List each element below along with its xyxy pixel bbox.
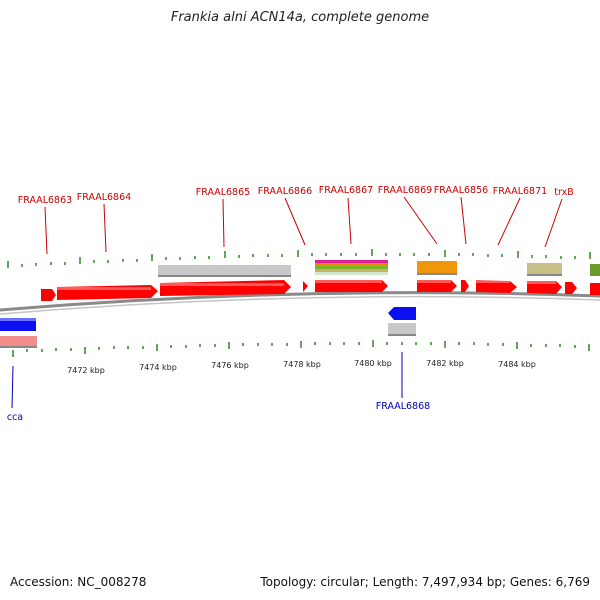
gene-label-fraal6856: FRAAL6856 <box>434 185 488 196</box>
label-leaders <box>44 196 563 255</box>
gene-label-fraal6867: FRAAL6867 <box>319 185 373 196</box>
reverse-genes <box>0 307 416 348</box>
feature-bar-tan <box>527 263 562 274</box>
backbone-inner <box>0 295 600 315</box>
gene-arrow <box>41 289 56 301</box>
gene-label-fraal6871: FRAAL6871 <box>493 186 547 197</box>
feature-bar-olive <box>590 264 600 276</box>
gene-label-fraal6864: FRAAL6864 <box>77 192 131 203</box>
gene-arrow <box>461 280 469 292</box>
gene-arrow <box>315 280 388 292</box>
backbone-outer <box>0 291 600 312</box>
gene-label-fraal6869: FRAAL6869 <box>378 185 432 196</box>
gene-block-blue <box>0 318 36 331</box>
feature-bar-green-stripe <box>315 266 388 269</box>
gene-label-fraal6863: FRAAL6863 <box>18 195 72 206</box>
gene-arrow <box>303 281 308 292</box>
accession-text: Accession: NC_008278 <box>10 575 147 589</box>
feature-bar-orange-stripe <box>315 263 388 266</box>
genome-summary-text: Topology: circular; Length: 7,497,934 bp… <box>260 575 590 589</box>
kbp-label: 7478 kbp <box>283 360 321 369</box>
gene-arrow <box>417 280 457 292</box>
label-leaders-reverse <box>11 352 403 409</box>
gene-arrow <box>590 283 600 295</box>
feature-bar-magenta <box>315 260 388 263</box>
feature-bar-gray-reverse <box>388 323 416 335</box>
gene-label-cca: cca <box>7 412 23 423</box>
kbp-label: 7482 kbp <box>426 359 464 368</box>
feature-bar-light-stripe <box>315 272 388 275</box>
feature-bar-gray <box>158 265 291 276</box>
kbp-label: 7474 kbp <box>139 363 177 372</box>
gene-arrow <box>527 281 562 294</box>
gene-label-fraal6865: FRAAL6865 <box>196 187 250 198</box>
kbp-label: 7480 kbp <box>354 359 392 368</box>
feature-bar-olive-stripe <box>315 269 388 272</box>
kbp-label: 7476 kbp <box>211 361 249 370</box>
lower-ticks <box>12 340 590 357</box>
gene-arrow <box>57 285 158 300</box>
upper-ticks <box>7 249 591 268</box>
kbp-label: 7472 kbp <box>67 366 105 375</box>
gene-label-fraal6866: FRAAL6866 <box>258 186 312 197</box>
gene-arrow-reverse <box>388 307 416 320</box>
gene-label-trxb: trxB <box>554 187 574 198</box>
feature-bar-pink <box>0 336 37 348</box>
gene-arrow <box>476 280 517 293</box>
gene-arrow <box>565 282 577 294</box>
forward-genes <box>41 280 600 301</box>
map-title: Frankia alni ACN14a, complete genome <box>170 10 430 25</box>
gene-arrow <box>160 280 291 296</box>
kbp-label: 7484 kbp <box>498 360 536 369</box>
gene-label-fraal6868: FRAAL6868 <box>376 401 430 412</box>
feature-bar-orange <box>417 261 457 273</box>
forward-features <box>158 260 600 277</box>
